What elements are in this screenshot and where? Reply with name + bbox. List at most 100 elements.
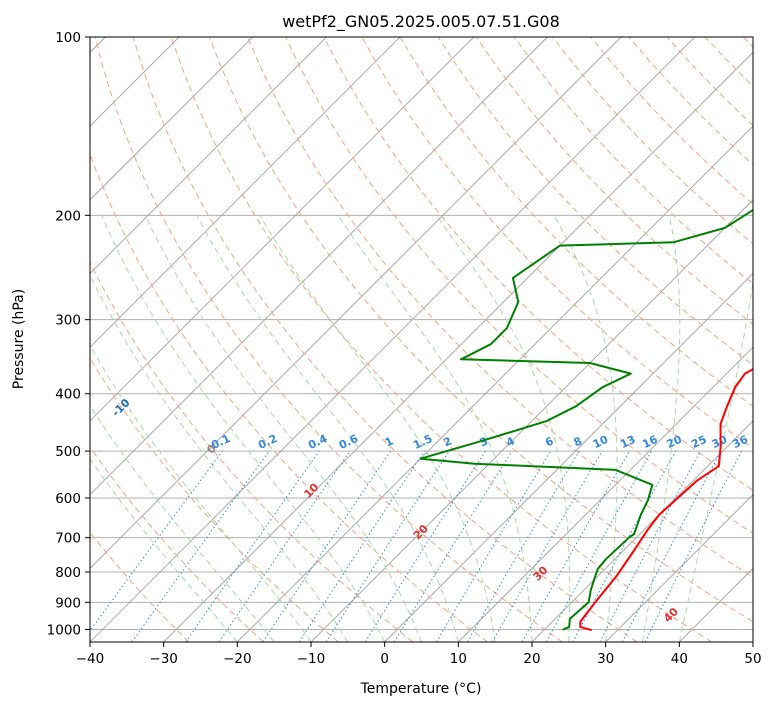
dry-adiabat-line: [552, 37, 753, 245]
mixing-ratio-line: [393, 450, 513, 642]
moist-adiabat-line: [90, 344, 312, 642]
moist-adiabat-line: [642, 215, 681, 642]
dry-adiabat-line: [94, 37, 563, 642]
dry-adiabat-line: [170, 37, 712, 642]
mixing-ratio-label: 1: [383, 434, 395, 449]
mixing-ratio-label: 8: [572, 434, 584, 449]
profile-series: [419, 208, 753, 632]
dry-adiabat-line: [90, 152, 488, 642]
isotherm-line: [531, 420, 753, 642]
y-tick-label: 900: [55, 595, 81, 611]
isotherm-line: [237, 125, 753, 642]
mixing-ratio-line: [644, 450, 743, 642]
x-tick-label: −40: [76, 651, 105, 667]
mixing-ratio-line: [218, 450, 351, 642]
dry-adiabat-line: [285, 37, 753, 535]
dry-adiabat-line: [208, 37, 753, 623]
moist-adiabat-line: [144, 215, 422, 642]
x-axis: −40 −30 −20 −10 0 10 20 30 40 50: [76, 642, 762, 667]
mixing-ratio-label: 0.2: [256, 432, 279, 452]
moist-adiabat-line: [90, 404, 275, 642]
dry-adiabat-line: [90, 446, 264, 642]
y-tick-label: 200: [55, 208, 81, 224]
mixing-ratio-label: 20: [665, 433, 685, 451]
isotherm-line: [605, 493, 753, 642]
mixing-ratio-label: 6: [543, 434, 556, 449]
dry-adiabat-label: -20: [27, 354, 50, 377]
dry-adiabat-line: [247, 37, 753, 578]
dry-adiabat-line: [90, 261, 414, 642]
mixing-ratio-label: 25: [689, 433, 708, 451]
y-axis-title: Pressure (hPa): [11, 289, 27, 389]
moist-adiabat-line: [553, 215, 618, 642]
isotherm-line: [90, 37, 401, 348]
isopleth-labels: 0.10.20.40.611.52346810131620253036-100-…: [27, 354, 751, 625]
moist-adiabat-line: [436, 215, 571, 642]
mixing-ratio-line: [599, 450, 701, 642]
x-axis-title: Temperature (°C): [360, 681, 482, 697]
y-tick-label: 800: [55, 565, 81, 581]
x-tick-label: −10: [297, 651, 326, 667]
mixing-ratio-label: 16: [640, 433, 660, 451]
dry-adiabat-line: [704, 37, 753, 87]
temperature-profile-line: [579, 367, 753, 632]
mixing-ratio-label: 10: [591, 433, 611, 451]
dry-adiabat-line: [323, 37, 753, 492]
y-axis: 1000 900 800 700 600 500 400 300 200 100: [47, 30, 90, 638]
x-tick-label: 50: [744, 651, 761, 667]
x-tick-label: −20: [223, 651, 252, 667]
isotherm-line: [90, 37, 327, 275]
isotherm-line: [310, 199, 753, 642]
dry-adiabat-line: [513, 37, 753, 285]
isotherm-line: [458, 346, 753, 642]
mixing-ratio-line: [364, 450, 486, 642]
dry-adiabat-label: -10: [109, 396, 132, 419]
y-tick-label: 300: [55, 313, 81, 329]
isotherm-line: [679, 567, 753, 642]
isotherm-line: [752, 641, 753, 642]
mixing-ratio-line: [572, 450, 677, 642]
mixing-ratio-line: [435, 450, 552, 642]
mixing-ratio-label: 0.4: [306, 432, 329, 452]
x-tick-label: 30: [597, 651, 614, 667]
x-tick-label: 40: [671, 651, 688, 667]
mixing-ratio-line: [90, 450, 223, 632]
mixing-ratio-line: [185, 450, 320, 642]
dewpoint-profile-line: [419, 208, 753, 631]
moist-adiabat-line: [196, 215, 459, 642]
isotherm-line: [384, 272, 753, 642]
y-tick-label: 500: [55, 444, 81, 460]
dry-adiabat-line: [90, 356, 339, 642]
dry-adiabat-line: [590, 37, 753, 205]
dry-adiabat-line: [437, 37, 753, 366]
moist-adiabat-line: [90, 458, 238, 642]
dry-adiabat-line: [132, 37, 638, 642]
mixing-ratio-line: [521, 450, 630, 642]
isotherm-line: [163, 51, 753, 642]
moist-adiabat-line: [259, 215, 496, 642]
y-tick-label: 1000: [47, 622, 81, 638]
mixing-ratio-label: 36: [731, 433, 751, 451]
dry-adiabat-line: [90, 531, 190, 642]
moist-adiabat-line: [101, 215, 386, 642]
y-tick-label: 400: [55, 387, 81, 403]
x-tick-label: 20: [523, 651, 540, 667]
x-tick-label: 0: [380, 651, 389, 667]
isotherm-line: [90, 37, 254, 201]
mixing-ratio-line: [325, 450, 450, 642]
mixing-ratio-line: [545, 450, 652, 642]
mixing-ratio-label: 30: [710, 433, 730, 451]
moist-adiabat-line: [678, 278, 753, 642]
x-tick-label: −30: [149, 651, 178, 667]
mixing-ratio-line: [467, 450, 580, 642]
plot-frame: [89, 36, 754, 643]
dry-adiabat-line: [475, 37, 753, 325]
mixing-ratio-label: 2: [441, 434, 453, 449]
chart-title: wetPf2_GN05.2025.005.07.51.G08: [282, 12, 560, 32]
x-tick-label: 10: [450, 651, 467, 667]
isotherm-line: [90, 37, 622, 569]
moist-adiabat-line: [337, 215, 533, 642]
isotherm-line: [90, 37, 548, 496]
dry-adiabat-line: [666, 37, 753, 127]
